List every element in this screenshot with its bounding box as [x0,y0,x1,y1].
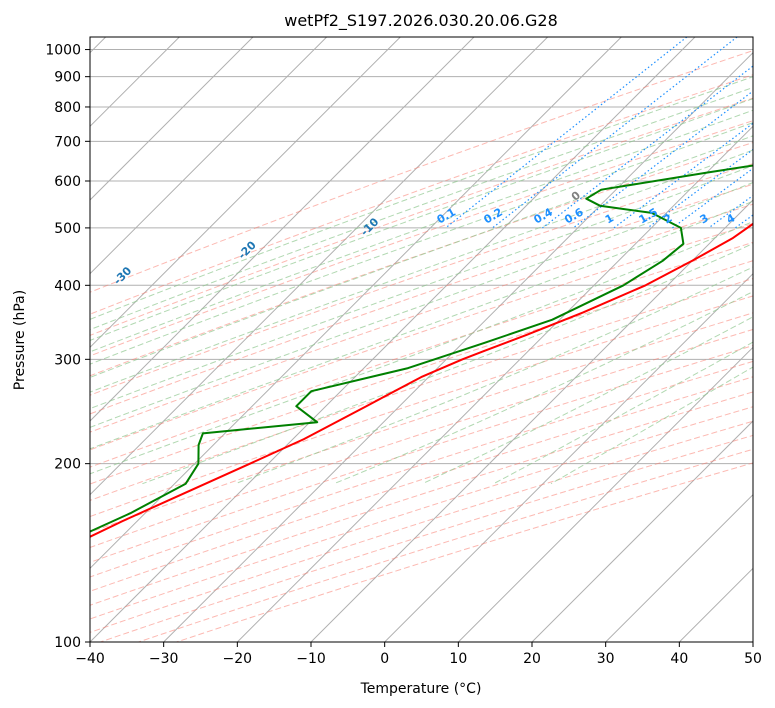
dry-adiabat-line [90,295,753,518]
moist-adiabat-line [90,122,753,365]
dry-adiabat-line [90,406,753,620]
x-tick-label: −10 [296,651,326,667]
isotherm-line [90,37,549,496]
moist-adiabat-line [90,98,753,341]
y-tick-label: 100 [54,635,81,651]
moist-adiabat-line [90,165,753,410]
dewpoint-trace [90,164,753,533]
isotherm-line [457,346,753,642]
temperature-trace [90,222,753,538]
isotherm-line [90,37,401,349]
isotherm-line [90,37,622,570]
y-tick-label: 200 [54,457,81,473]
y-axis: 100 200 300 400 500 600 700 800 900 1000 [45,43,90,651]
mixing-ratio-line [445,37,688,229]
dry-adiabat-line [90,50,753,293]
x-tick-label: −30 [149,651,179,667]
mixing-ratio-line [613,122,753,229]
x-tick-label: 20 [523,651,541,667]
mixing-ratio-lines [445,37,753,229]
isotherm-line [605,493,753,642]
y-tick-label: 500 [54,221,81,237]
dry-adiabat-line [90,376,753,592]
moist-adiabat-line [90,149,753,393]
y-tick-label: 1000 [45,43,81,59]
dry-adiabat-line [136,448,753,642]
dry-adiabat-line [90,141,753,377]
dry-adiabat-line [90,203,753,433]
x-tick-label: −40 [75,651,105,667]
dry-adiabat-line [90,391,753,606]
dry-adiabat-line [90,360,753,578]
moist-adiabats [90,76,753,485]
isotherm-line [90,37,475,422]
moist-adiabat-line [90,86,753,331]
x-tick-label: 40 [670,651,688,667]
dry-adiabat-line [90,345,753,563]
dry-adiabat-line [98,434,753,642]
dry-adiabat-line [90,312,753,533]
dry-adiabats [90,50,753,642]
dry-adiabat-line [90,420,753,633]
isotherm-line [90,37,254,201]
plot-frame [89,36,754,643]
y-axis-title: Pressure (hPa) [12,290,28,390]
plot-area: 0.10.20.40.611.52346810131620253036-100-… [90,37,753,642]
dry-adiabat-line [90,241,753,468]
isotherm-line [531,420,753,642]
mixing-ratio-line [542,65,753,229]
dry-adiabat-line [90,74,753,315]
dry-adiabat-line [175,462,753,642]
y-tick-label: 600 [54,174,81,190]
isotherm-line [384,272,753,642]
isotherm-line [90,37,696,642]
x-tick-label: 50 [744,651,762,667]
isotherm-line [90,37,328,275]
dry-adiabat-line [90,183,753,415]
sounding-traces [90,164,753,538]
moist-adiabat-line [90,135,753,378]
x-tick-label: 30 [597,651,615,667]
dry-adiabat-line [90,120,753,357]
moist-adiabat-line [90,109,753,353]
moist-adiabat-line [422,316,753,485]
y-tick-label: 400 [54,278,81,294]
dry-adiabat-line [90,260,753,485]
isotherm-line [236,125,753,642]
x-axis: −40 −30 −20 −10 0 10 20 30 40 50 [75,642,762,667]
x-axis-title: Temperature (°C) [360,681,482,697]
y-tick-label: 800 [54,100,81,116]
isobar-gridlines [90,49,753,642]
y-tick-label: 900 [54,70,81,86]
moist-adiabat-line [90,76,753,320]
chart-title: wetPf2_S197.2026.030.20.06.G28 [284,11,558,31]
isotherm-line [163,51,753,642]
moist-adiabat-line [90,181,753,428]
x-tick-label: 0 [380,651,389,667]
x-tick-label: 10 [449,651,467,667]
isotherm-gridlines [90,37,753,642]
y-tick-label: 300 [54,352,81,368]
x-tick-label: −20 [223,651,253,667]
y-tick-label: 700 [54,134,81,150]
